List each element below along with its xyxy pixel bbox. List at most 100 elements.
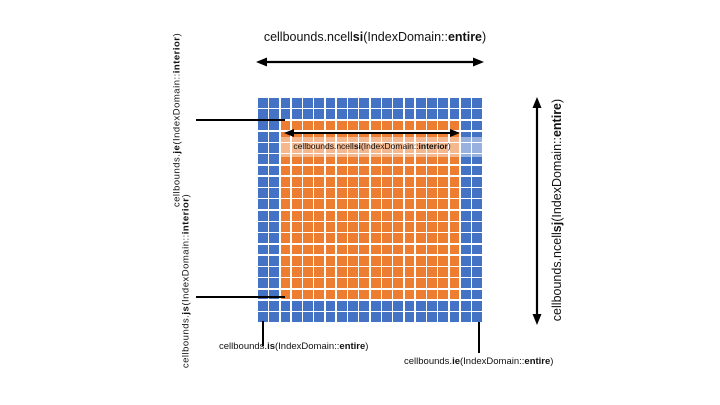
interior-cell (280, 199, 291, 210)
interior-cell (427, 199, 437, 210)
ghost-cell (472, 120, 482, 131)
interior-cell (415, 244, 426, 255)
interior-cell (359, 176, 370, 187)
interior-cell (370, 143, 381, 153)
ghost-cell (269, 109, 280, 120)
interior-cell (314, 154, 325, 165)
ghost-cell (472, 210, 482, 221)
interior-cell (348, 222, 358, 232)
interior-cell (370, 165, 381, 176)
interior-cell (427, 233, 437, 244)
ncellsj-entire-extent-arrow (532, 97, 542, 325)
ghost-cell (258, 120, 268, 131)
interior-cell (393, 176, 404, 187)
interior-cell (427, 176, 437, 187)
ghost-cell (472, 255, 482, 266)
interior-cell (303, 210, 313, 221)
interior-cell (415, 188, 426, 198)
interior-cell (280, 267, 291, 277)
interior-cell (359, 131, 370, 142)
ghost-cell (460, 267, 471, 277)
interior-cell (359, 233, 370, 244)
interior-cell (370, 255, 381, 266)
interior-cell (325, 176, 336, 187)
ghost-cell (370, 98, 381, 108)
ghost-cell (258, 188, 268, 198)
interior-cell (382, 233, 392, 244)
ghost-cell (449, 98, 460, 108)
interior-cell (280, 278, 291, 289)
interior-cell (359, 199, 370, 210)
interior-cell (325, 222, 336, 232)
ghost-cell (393, 312, 404, 322)
interior-cell (325, 120, 336, 131)
interior-cell (303, 154, 313, 165)
ghost-cell (370, 109, 381, 120)
interior-cell (314, 176, 325, 187)
ghost-cell (258, 98, 268, 108)
interior-cell (291, 131, 302, 142)
label-je-interior: cellbounds.je(IndexDomain::interior) (171, 32, 183, 208)
interior-cell (449, 255, 460, 266)
ghost-cell (460, 255, 471, 266)
interior-cell (325, 199, 336, 210)
interior-cell (336, 267, 347, 277)
interior-cell (438, 267, 449, 277)
ghost-cell (393, 300, 404, 311)
ghost-cell (449, 109, 460, 120)
interior-cell (280, 233, 291, 244)
interior-cell (415, 278, 426, 289)
ghost-cell (460, 312, 471, 322)
ghost-cell (472, 278, 482, 289)
ghost-cell (359, 109, 370, 120)
interior-cell (427, 165, 437, 176)
interior-cell (336, 165, 347, 176)
interior-cell (303, 255, 313, 266)
interior-cell (370, 222, 381, 232)
ghost-cell (404, 109, 415, 120)
ghost-cell (269, 255, 280, 266)
interior-cell (438, 289, 449, 300)
interior-cell (382, 267, 392, 277)
ghost-cell (348, 98, 358, 108)
interior-cell (438, 165, 449, 176)
ghost-cell (472, 165, 482, 176)
interior-cell (336, 199, 347, 210)
interior-cell (438, 131, 449, 142)
ghost-cell (460, 289, 471, 300)
ghost-cell (269, 289, 280, 300)
interior-cell (348, 131, 358, 142)
interior-cell (325, 154, 336, 165)
interior-cell (382, 165, 392, 176)
ghost-cell (269, 300, 280, 311)
label-ncellsj-entire: cellbounds.ncellsj(IndexDomain::entire) (550, 98, 564, 322)
interior-cell (336, 210, 347, 221)
interior-cell (370, 154, 381, 165)
interior-cell (438, 176, 449, 187)
ghost-cell (269, 278, 280, 289)
interior-cell (415, 154, 426, 165)
ghost-cell (269, 165, 280, 176)
ghost-cell (314, 300, 325, 311)
interior-cell (291, 199, 302, 210)
interior-cell (291, 289, 302, 300)
ghost-cell (472, 300, 482, 311)
interior-cell (359, 165, 370, 176)
interior-cell (348, 176, 358, 187)
interior-cell (325, 143, 336, 153)
interior-cell (382, 188, 392, 198)
ghost-cell (269, 244, 280, 255)
interior-cell (359, 143, 370, 153)
interior-cell (427, 244, 437, 255)
ghost-cell (280, 109, 291, 120)
ghost-cell (382, 109, 392, 120)
interior-cell (325, 244, 336, 255)
interior-cell (348, 199, 358, 210)
interior-cell (280, 255, 291, 266)
interior-cell (336, 289, 347, 300)
ghost-cell (472, 154, 482, 165)
interior-cell (438, 199, 449, 210)
ghost-cell (291, 312, 302, 322)
ghost-cell (258, 210, 268, 221)
interior-cell (336, 188, 347, 198)
